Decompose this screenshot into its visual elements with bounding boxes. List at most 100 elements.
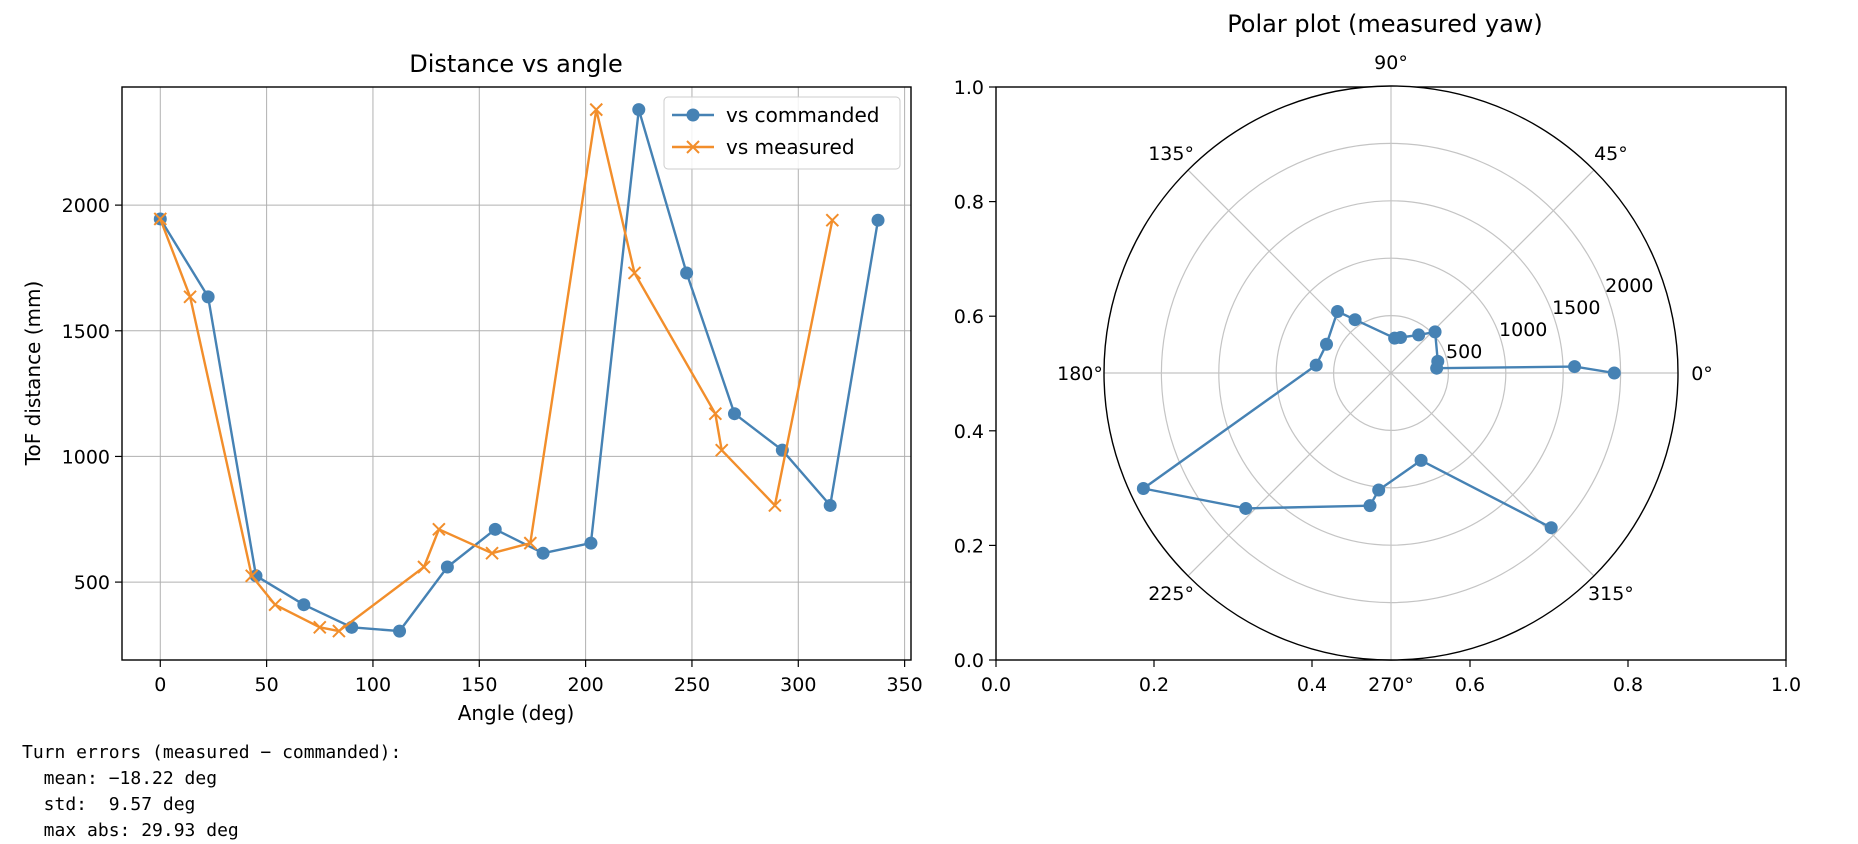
data-point-commanded [632, 103, 646, 117]
console-maxabs: max abs: 29.93 deg [22, 820, 239, 841]
data-point-commanded [823, 498, 837, 512]
cartesian-y-tick-label: 0.6 [954, 306, 984, 328]
legend-marker-measured [686, 140, 700, 154]
data-point-measured [268, 598, 282, 612]
polar-angle-label: 180° [1057, 363, 1103, 385]
data-point-measured [708, 407, 723, 421]
data-point-commanded [393, 624, 407, 638]
polar-data-point [1428, 325, 1442, 339]
polar-data-point [1568, 360, 1582, 374]
legend-label-measured: vs measured [726, 135, 855, 159]
polar-series [1136, 304, 1621, 535]
polar-spoke [1390, 169, 1595, 374]
polar-spoke [1187, 169, 1392, 374]
polar-data-point [1607, 366, 1621, 380]
x-tick-label: 50 [255, 674, 279, 696]
x-tick-label: 200 [567, 674, 603, 696]
cartesian-y-tick-label: 0.2 [954, 535, 984, 557]
polar-data-point [1372, 483, 1386, 497]
polar-data-point [1309, 358, 1323, 372]
console-header: Turn errors (measured − commanded): [22, 742, 402, 763]
x-tick-label: 250 [674, 674, 710, 696]
data-point-commanded [488, 522, 502, 536]
data-point-measured [715, 443, 729, 457]
data-point-measured [523, 536, 538, 550]
x-tick-label: 300 [780, 674, 816, 696]
polar-data-point [1331, 304, 1345, 318]
series-line-measured [159, 108, 834, 633]
cartesian-x-tick-label: 0.8 [1613, 674, 1643, 696]
data-point-commanded [297, 598, 311, 612]
console-std: std: 9.57 deg [22, 794, 196, 815]
cartesian-y-tick-label: 1.0 [954, 77, 984, 99]
left-chart-ticks: 0 50 100 150 200 250 300 350 500 1000 1500 2000 [62, 195, 923, 696]
polar-labels: 0° 45° 90° 135° 180° 225° 270° 315° 500 100015002… [1057, 52, 1713, 696]
console-mean: mean: −18.22 deg [22, 768, 218, 789]
polar-data-point [1414, 453, 1428, 467]
y-tick-label: 500 [74, 572, 110, 594]
polar-data-point [1363, 499, 1377, 513]
cartesian-y-tick-label: 0.0 [954, 650, 984, 672]
x-tick-label: 350 [886, 674, 922, 696]
data-point-commanded [584, 536, 598, 550]
data-point-measured [417, 560, 431, 574]
data-point-commanded [249, 569, 263, 583]
data-point-measured [245, 569, 259, 583]
polar-angle-label: 135° [1148, 143, 1194, 165]
polar-angle-label: 315° [1588, 583, 1634, 605]
polar-angle-label: 45° [1594, 143, 1628, 165]
left-chart-ylabel: ToF distance (mm) [21, 281, 45, 467]
left-chart-title: Distance vs angle [409, 50, 623, 78]
polar-cartesian-axes: 0.0 0.2 0.4 0.6 0.8 1.0 0.0 0.2 0.4 0.6 0.8 1.0 [954, 77, 1801, 696]
polar-data-point [1136, 481, 1150, 495]
cartesian-x-tick-label: 0.0 [981, 674, 1011, 696]
data-point-commanded [440, 560, 454, 574]
cartesian-x-tick-label: 0.6 [1455, 674, 1485, 696]
polar-grid [1103, 85, 1679, 661]
data-point-measured [332, 624, 346, 638]
polar-angle-label: 90° [1374, 52, 1408, 74]
legend-marker-commanded [686, 108, 700, 122]
polar-spoke [1390, 372, 1595, 577]
polar-data-point [1431, 354, 1445, 368]
cartesian-x-tick-label: 1.0 [1771, 674, 1801, 696]
left-chart-frame [121, 86, 912, 661]
polar-data-point [1320, 337, 1334, 351]
data-point-commanded [727, 407, 741, 421]
left-chart-series [153, 102, 885, 638]
data-point-measured [589, 102, 603, 117]
x-tick-label: 0 [154, 674, 166, 696]
cartesian-y-tick-label: 0.8 [954, 192, 984, 214]
left-chart-grid [122, 87, 911, 660]
polar-radial-label: 500 [1446, 341, 1482, 363]
legend: vs commanded vs measured [663, 96, 901, 170]
cartesian-y-tick-label: 0.4 [954, 421, 984, 443]
data-point-measured [313, 620, 327, 635]
x-tick-label: 150 [461, 674, 497, 696]
polar-radial-label: 2000 [1605, 275, 1653, 297]
polar-radial-label: 1000 [1499, 319, 1547, 341]
data-point-measured [183, 290, 197, 304]
polar-data-point [1412, 328, 1426, 342]
cartesian-x-tick-label: 0.4 [1297, 674, 1327, 696]
y-tick-label: 1500 [62, 321, 110, 343]
y-tick-label: 2000 [62, 195, 110, 217]
data-point-measured [432, 522, 446, 537]
data-point-commanded [536, 546, 550, 560]
data-point-measured [485, 546, 499, 560]
polar-spoke [1187, 372, 1392, 577]
data-point-measured [768, 498, 782, 513]
data-point-measured [627, 266, 642, 280]
polar-data-point [1239, 501, 1253, 515]
polar-chart-title: Polar plot (measured yaw) [1227, 10, 1543, 38]
data-point-commanded [680, 266, 694, 280]
polar-angle-label: 0° [1691, 363, 1713, 385]
data-point-measured [825, 213, 840, 227]
x-tick-label: 100 [355, 674, 391, 696]
polar-chart: Polar plot (measured yaw) 0.0 0.2 0.4 0.6 0.… [954, 10, 1801, 696]
polar-data-point [1348, 313, 1362, 327]
series-line-commanded [159, 108, 880, 633]
polar-radial-label: 1500 [1552, 297, 1600, 319]
legend-box [663, 96, 901, 170]
